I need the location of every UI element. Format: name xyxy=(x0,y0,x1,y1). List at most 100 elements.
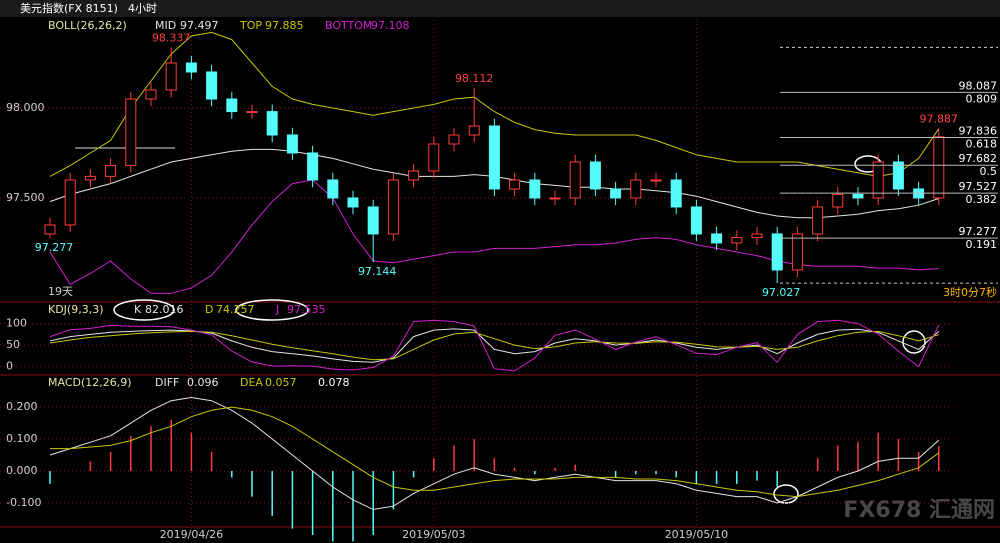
candle-body xyxy=(892,161,904,190)
fib-ratio: 0.618 xyxy=(966,138,998,151)
candle-body xyxy=(307,152,319,181)
y-tick-label: 100 xyxy=(6,317,27,330)
candle-body xyxy=(468,125,480,136)
indicator-legend: BOLL(26,26,2) MID 97.497 TOP 97.885 BOTTOM97.… xyxy=(48,19,410,32)
candle-body xyxy=(812,206,824,235)
candle-body xyxy=(488,125,500,190)
fib-value: 98.087 xyxy=(959,79,998,92)
candle-body xyxy=(751,233,763,239)
instrument-title[interactable]: 美元指数(FX 8151) xyxy=(20,1,118,15)
legend-text: 82.016 xyxy=(145,303,184,316)
x-tick-label: 2019/05/10 xyxy=(665,528,728,541)
candle-body xyxy=(145,89,157,100)
y-tick-label: 0.000 xyxy=(6,464,38,477)
y-tick-label: -0.100 xyxy=(6,496,41,509)
low-annotation: 97.277 xyxy=(35,241,74,254)
fib-value: 97.682 xyxy=(959,152,998,165)
y-tick-label: 50 xyxy=(6,338,20,351)
legend-text: 97.497 xyxy=(180,19,219,32)
candle-body xyxy=(670,179,682,208)
indicator-line xyxy=(49,31,940,177)
fib-ratio: 0.809 xyxy=(966,92,998,105)
candle-body xyxy=(64,179,76,226)
legend-text: BOLL(26,26,2) xyxy=(48,19,127,32)
candle-body xyxy=(266,111,278,136)
candle-body xyxy=(832,193,844,208)
legend-text: 97.885 xyxy=(265,19,304,32)
legend-text: 0.057 xyxy=(265,376,297,389)
days-label: 19天 xyxy=(48,285,73,298)
watermark: FX678 汇通网 xyxy=(843,498,995,523)
fib-ratio: 0.191 xyxy=(966,238,998,251)
y-tick-label: 97.500 xyxy=(6,191,45,204)
legend-text: DIFF xyxy=(155,376,179,389)
candle-body xyxy=(185,62,197,73)
fib-value: 97.836 xyxy=(959,125,998,138)
legend-text: D xyxy=(205,303,213,316)
period[interactable]: 4小时 xyxy=(128,2,157,15)
y-tick-label: 98.000 xyxy=(6,101,45,114)
candle-body xyxy=(529,179,541,199)
header-bar xyxy=(0,0,1000,17)
high-annotation: 98.112 xyxy=(455,72,494,85)
candle-body xyxy=(387,179,399,235)
indicator-line xyxy=(49,319,940,372)
fib-value: 97.527 xyxy=(959,180,998,193)
candle-body xyxy=(852,193,864,199)
legend-text: MID xyxy=(155,19,176,32)
legend-text: BOTTOM xyxy=(325,19,372,32)
fib-ratio: 0.382 xyxy=(966,193,998,206)
legend-text: MACD(12,26,9) xyxy=(48,376,132,389)
highlight-circle xyxy=(902,330,926,354)
candle-body xyxy=(347,197,359,208)
candle-body xyxy=(872,161,884,199)
candle-body xyxy=(690,206,702,235)
candle-body xyxy=(448,134,460,145)
candle-body xyxy=(408,170,420,181)
indicator-line xyxy=(49,179,939,294)
candle-body xyxy=(125,98,137,167)
candle-body xyxy=(367,206,379,235)
indicator-legend: KDJ(9,3,3) K 82.016 D 74.257 J 97.535 xyxy=(48,303,326,316)
y-tick-label: 0 xyxy=(6,360,13,373)
indicator-legend: MACD(12,26,9) DIFF 0.096 DEA 0.057 0.078 xyxy=(48,376,350,389)
candle-body xyxy=(791,233,803,271)
candle-body xyxy=(327,179,339,199)
candle-body xyxy=(569,161,581,199)
candle-body xyxy=(630,179,642,199)
x-tick-label: 2019/04/26 xyxy=(160,528,223,541)
legend-text: 74.257 xyxy=(216,303,255,316)
candle-body xyxy=(246,111,258,114)
highlight-circle xyxy=(113,299,175,321)
candle-body xyxy=(549,197,561,200)
candle-body xyxy=(105,165,117,177)
countdown: 3时0分7秒 xyxy=(943,285,997,299)
candle-body xyxy=(589,161,601,190)
x-tick-label: 2019/05/03 xyxy=(402,528,465,541)
candle-body xyxy=(509,179,521,190)
candle-body xyxy=(731,237,743,244)
fib-ratio: 0.5 xyxy=(980,165,998,178)
candle-body xyxy=(44,224,56,235)
fib-value: 97.277 xyxy=(959,225,998,238)
legend-text: 0.096 xyxy=(187,376,219,389)
candle-body xyxy=(771,233,783,271)
legend-text: DEA xyxy=(240,376,263,389)
legend-text: 97.535 xyxy=(287,303,326,316)
y-tick-label: 0.200 xyxy=(6,400,38,413)
high-annotation: 97.887 xyxy=(920,112,959,125)
candle-body xyxy=(711,233,723,244)
candle-body xyxy=(84,175,96,181)
y-tick-label: 0.100 xyxy=(6,432,38,445)
indicator-line xyxy=(50,406,940,498)
candle-body xyxy=(610,188,622,199)
highlight-circle xyxy=(235,299,309,321)
legend-text: 97.108 xyxy=(371,19,410,32)
candle-body xyxy=(206,71,218,100)
candle-body xyxy=(286,134,298,154)
low-annotation: 97.027 xyxy=(762,286,801,299)
legend-text: TOP xyxy=(239,19,262,32)
